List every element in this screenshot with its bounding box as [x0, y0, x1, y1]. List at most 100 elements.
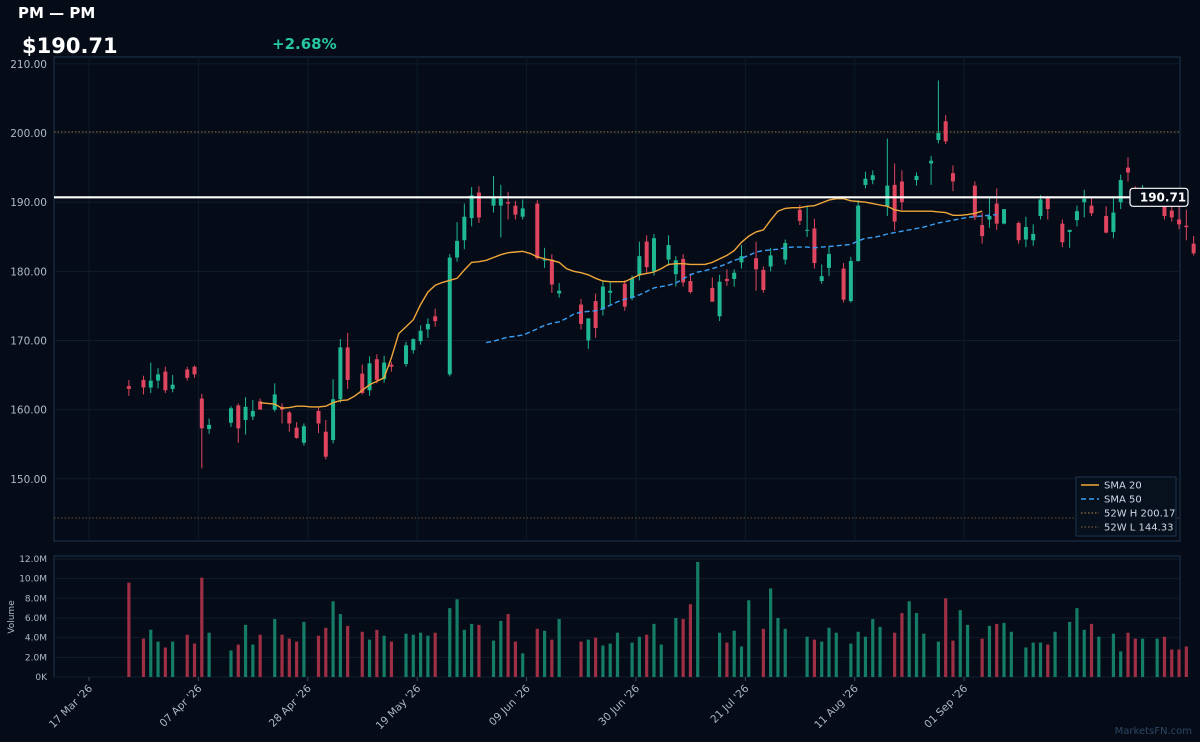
- price-tick-label: 190.00: [10, 197, 47, 209]
- volume-bar: [411, 634, 415, 677]
- volume-bar: [192, 643, 197, 677]
- volume-bar: [163, 647, 167, 677]
- volume-bar: [404, 633, 408, 677]
- candle-body: [863, 178, 868, 185]
- candle-body: [163, 371, 168, 391]
- candle-body: [1184, 225, 1189, 228]
- candle-body: [425, 323, 430, 330]
- candle-body: [870, 175, 875, 181]
- volume-bar: [579, 641, 583, 677]
- candle-body: [717, 281, 722, 317]
- candle-body: [688, 281, 693, 293]
- volume-bar: [951, 640, 955, 677]
- candle-body: [455, 240, 460, 258]
- volume-bar: [338, 614, 342, 677]
- volume-bar: [783, 628, 787, 677]
- candle-body: [994, 203, 999, 224]
- volume-bar: [433, 632, 437, 677]
- volume-bar: [739, 646, 744, 677]
- volume-bar: [688, 604, 693, 677]
- candle-body: [841, 268, 846, 300]
- volume-bar: [258, 634, 262, 677]
- volume-bar: [426, 635, 430, 677]
- volume-bar: [499, 620, 503, 677]
- candle-body: [156, 374, 161, 381]
- candle-body: [520, 208, 525, 217]
- volume-bar: [936, 641, 940, 677]
- volume-bar: [696, 561, 700, 677]
- volume-bar: [987, 625, 992, 677]
- volume-bar: [659, 644, 663, 677]
- volume-bar: [834, 632, 838, 677]
- candle-body: [1045, 198, 1050, 210]
- candle-body: [579, 304, 584, 324]
- volume-tick-label: 8.0M: [25, 594, 47, 604]
- volume-bar: [1009, 631, 1013, 677]
- volume-bar: [761, 628, 765, 677]
- candle-body: [819, 276, 824, 282]
- candle-body: [272, 394, 277, 410]
- volume-bar: [1031, 642, 1035, 677]
- volume-bar: [645, 634, 649, 677]
- candle-body: [1060, 223, 1065, 243]
- candle-body: [936, 133, 941, 140]
- price-tick-label: 200.00: [10, 128, 47, 140]
- last-price: $190.71: [22, 34, 118, 58]
- candle-body: [535, 203, 540, 259]
- candle-body: [513, 205, 518, 215]
- volume-bar: [601, 645, 605, 677]
- volume-bar: [1075, 608, 1079, 677]
- candle-body: [469, 195, 474, 219]
- watermark: MarketsFN.com: [1115, 726, 1192, 737]
- candle-body: [323, 431, 328, 457]
- volume-bar: [207, 632, 211, 677]
- volume-bar: [448, 608, 452, 677]
- volume-bar: [1024, 647, 1028, 677]
- candle-body: [148, 380, 153, 388]
- candle-body: [673, 260, 678, 275]
- volume-bar: [608, 643, 612, 677]
- x-tick-label: 11 Aug '26: [812, 682, 861, 731]
- candle-body: [848, 260, 853, 302]
- volume-bar: [1046, 644, 1050, 677]
- last-price-tag: [1129, 187, 1189, 207]
- volume-bar: [980, 638, 984, 677]
- candle-body: [374, 359, 379, 380]
- candle-body: [761, 269, 766, 291]
- candle-body: [258, 401, 263, 410]
- volume-bar: [630, 642, 634, 677]
- candle-body: [243, 406, 248, 420]
- volume-bar: [542, 630, 547, 677]
- volume-bar: [127, 582, 131, 677]
- volume-bar: [331, 601, 335, 677]
- volume-axis-label: Volume: [7, 600, 17, 634]
- candle-body: [950, 173, 955, 182]
- candle-body: [987, 216, 992, 220]
- candle-body: [294, 427, 299, 438]
- volume-bar: [236, 644, 240, 677]
- volume-bar: [615, 632, 620, 677]
- volume-bar: [922, 633, 926, 677]
- volume-bar: [367, 639, 372, 677]
- x-tick-label: 30 Jun '26: [596, 682, 642, 728]
- candle-body: [1031, 234, 1036, 241]
- candle-body: [1111, 212, 1116, 232]
- x-tick-label: 01 Sep '26: [922, 682, 970, 730]
- volume-bar: [287, 638, 291, 677]
- candle-body: [805, 229, 810, 231]
- legend-label: SMA 50: [1104, 495, 1142, 506]
- candle-body: [1067, 229, 1072, 232]
- candle-body: [316, 411, 321, 424]
- candle-body: [447, 257, 452, 375]
- candle-body: [207, 424, 212, 429]
- candle-body: [608, 290, 613, 293]
- volume-bar: [280, 634, 284, 677]
- candle-body: [754, 258, 759, 270]
- candle-body: [1082, 198, 1087, 203]
- candle-body: [593, 301, 598, 329]
- candle-body: [411, 339, 416, 351]
- volume-bar: [1089, 623, 1094, 677]
- candle-body: [462, 216, 467, 241]
- price-tick-label: 160.00: [10, 405, 47, 417]
